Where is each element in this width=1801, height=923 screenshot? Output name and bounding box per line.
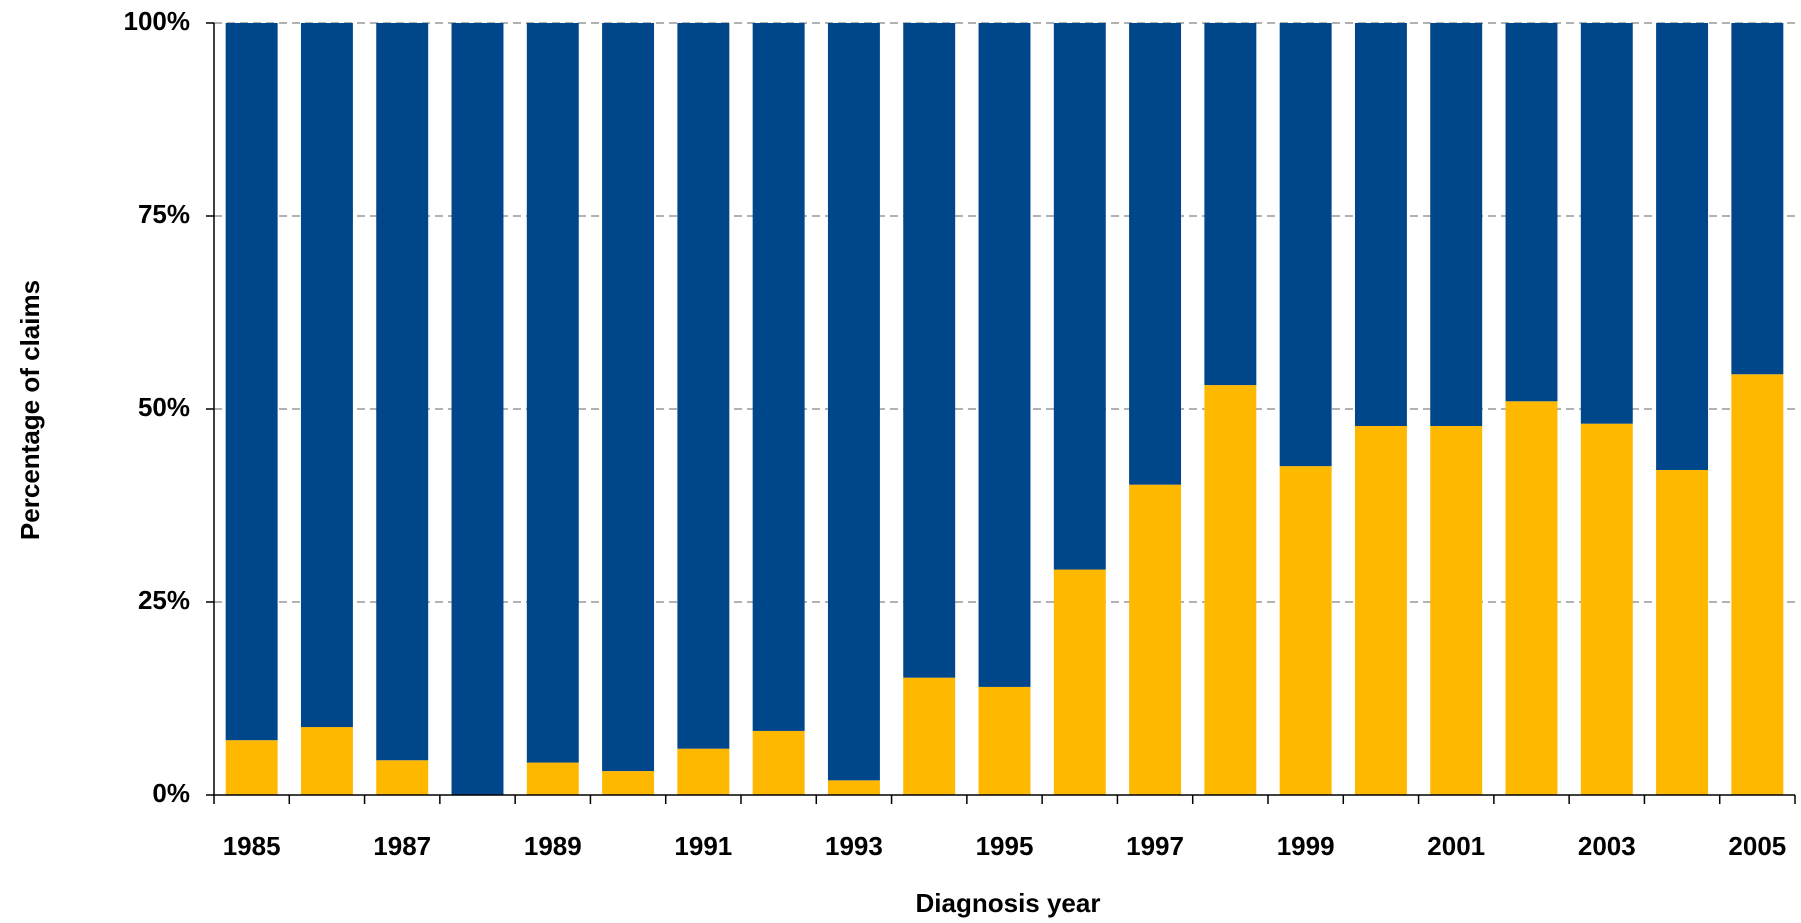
x-tick-label: 1987	[373, 831, 431, 861]
bar-segment	[1053, 569, 1106, 795]
bar-segment	[225, 740, 278, 795]
bar-segment	[1354, 23, 1407, 426]
bar-segment	[1204, 23, 1257, 386]
bar-segment	[376, 760, 429, 795]
bar-segment	[526, 23, 579, 763]
bar-segment	[1430, 425, 1483, 795]
x-tick-label: 1999	[1277, 831, 1335, 861]
y-tick-label: 25%	[138, 585, 190, 615]
bar-segment	[1656, 469, 1709, 795]
x-tick-label: 2003	[1578, 831, 1636, 861]
bar-segment	[602, 23, 655, 772]
y-tick-label: 100%	[124, 6, 191, 36]
x-tick-label: 1997	[1126, 831, 1184, 861]
bar-segment	[1354, 425, 1407, 795]
bar-segment	[1580, 23, 1633, 424]
bar-segment	[903, 23, 956, 678]
bar-segment	[1505, 401, 1558, 795]
y-axis-title: Percentage of claims	[15, 280, 45, 540]
bar-segment	[752, 730, 805, 795]
bar-segment	[1279, 23, 1332, 467]
y-tick-label: 50%	[138, 392, 190, 422]
bar-segment	[225, 23, 278, 741]
bar-segment	[978, 686, 1031, 795]
bar-segment	[752, 23, 805, 731]
bar-segment	[677, 748, 730, 795]
bar-segment	[827, 23, 880, 781]
bar-segment	[1129, 23, 1182, 485]
x-tick-label: 2001	[1427, 831, 1485, 861]
bar-segment	[1129, 484, 1182, 795]
bar-segment	[677, 23, 730, 749]
bar-segment	[1505, 23, 1558, 402]
bar-segment	[1279, 466, 1332, 795]
bar-segment	[451, 23, 504, 795]
bar-segment	[1731, 23, 1784, 375]
y-tick-label: 0%	[152, 778, 190, 808]
bar-segment	[1656, 23, 1709, 470]
bar-segment	[300, 23, 353, 728]
x-tick-label: 1985	[223, 831, 281, 861]
x-tick-label: 1991	[674, 831, 732, 861]
bar-segment	[1430, 23, 1483, 426]
bar-segment	[827, 780, 880, 795]
x-axis-title: Diagnosis year	[916, 888, 1101, 918]
bar-segment	[300, 727, 353, 795]
bar-segment	[1580, 423, 1633, 795]
x-tick-label: 2005	[1728, 831, 1786, 861]
bar-segment	[602, 771, 655, 795]
bar-segment	[376, 23, 429, 761]
x-tick-label: 1989	[524, 831, 582, 861]
y-tick-label: 75%	[138, 199, 190, 229]
bar-segment	[1731, 374, 1784, 795]
bar-segment	[1053, 23, 1106, 570]
bar-segment	[526, 762, 579, 795]
bar-segment	[903, 677, 956, 795]
x-tick-label: 1995	[976, 831, 1034, 861]
bar-segment	[1204, 385, 1257, 795]
bar-segment	[978, 23, 1031, 687]
x-tick-label: 1993	[825, 831, 883, 861]
